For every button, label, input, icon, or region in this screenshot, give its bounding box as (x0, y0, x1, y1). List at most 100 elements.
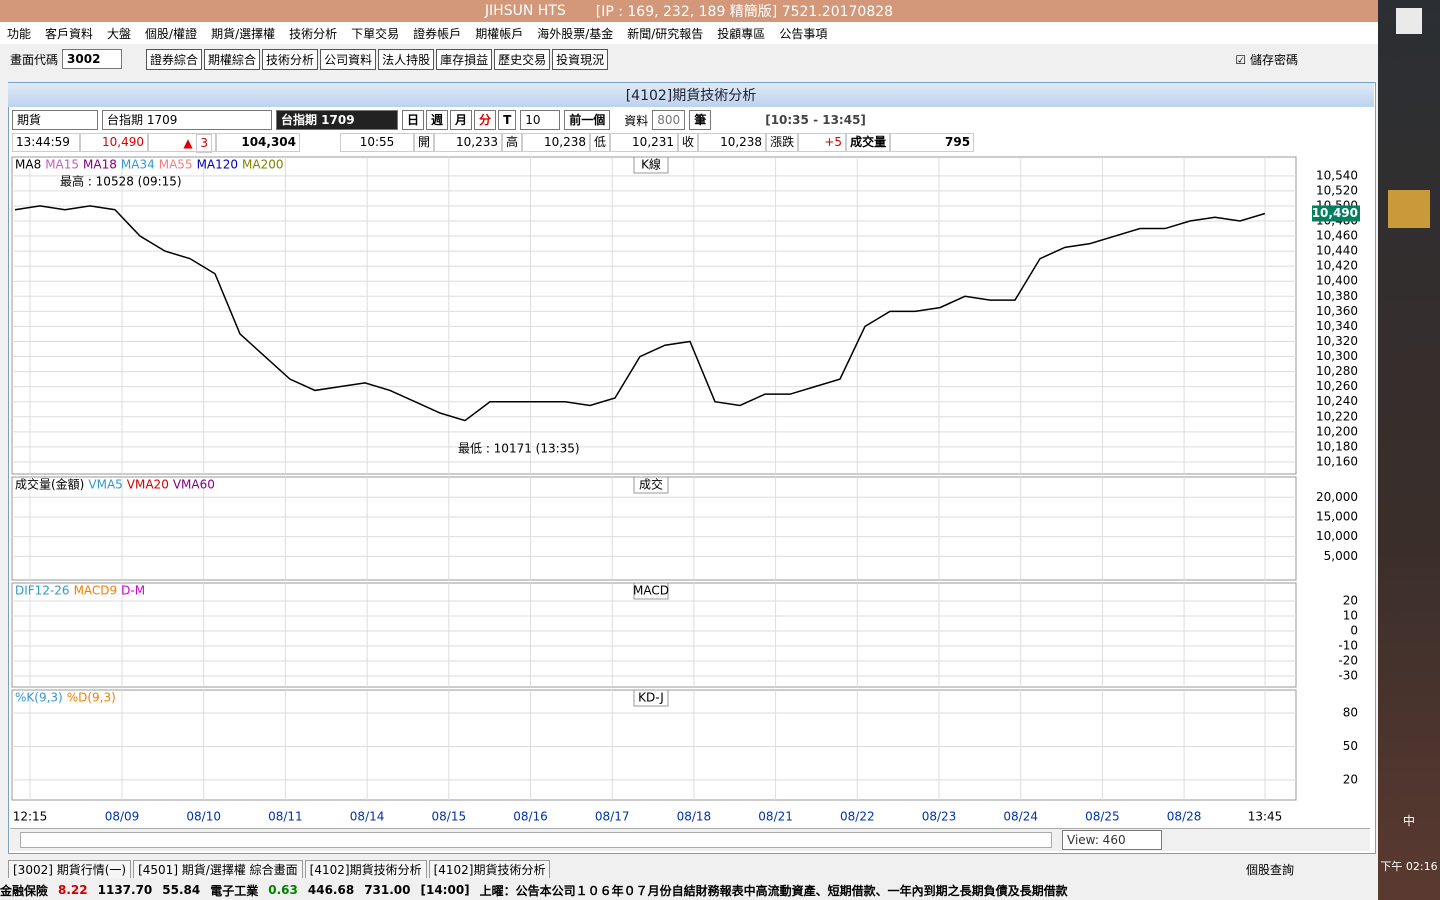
legend-item: MA15 (45, 158, 79, 172)
symbol-box: 台指期 1709 (276, 110, 398, 130)
quote-time: 13:44:59 (12, 132, 80, 152)
app-icon[interactable] (1388, 190, 1430, 228)
status-item: 金融保險 (0, 883, 49, 898)
quote-row: 13:44:59 10,490 ▲ 3 104,304 10:55 開 10,2… (12, 132, 975, 153)
menu-item[interactable]: 客戶資料 (45, 26, 94, 41)
tab[interactable]: [4501] 期貨/選擇權 綜合畫面 (133, 860, 303, 878)
y-tick-label: 10,520 (1316, 183, 1358, 197)
menu-item[interactable]: 海外股票/基金 (537, 26, 614, 41)
legend-item: VMA20 (127, 478, 169, 492)
date-label: 08/09 (105, 810, 140, 824)
high-value: 10,238 (522, 132, 591, 152)
menu-item[interactable]: 投顧專區 (717, 26, 766, 41)
toolbar-button[interactable]: 期權綜合 (204, 48, 261, 70)
search-label: 個股查詢 (1245, 862, 1294, 877)
date-label: 08/25 (1085, 810, 1120, 824)
toolbar-buttons: 證券綜合 期權綜合 技術分析 公司資料 法人持股 庫存損益 歷史交易 投資現況 (146, 48, 609, 70)
chg-value: +5 (798, 132, 847, 152)
save-label: 儲存密碼 (1249, 52, 1298, 67)
data-label: 資料 (624, 113, 649, 128)
prev-button[interactable]: 前一個 (564, 110, 611, 130)
menu-item[interactable]: 期貨/選擇權 (211, 26, 276, 41)
app-ip: [IP : 169, 232, 189 精簡版] 7521.20170828 (595, 4, 894, 20)
date-label: 08/11 (268, 810, 303, 824)
panel-title: [4102]期貨技術分析 (625, 88, 757, 104)
toolbar-button[interactable]: 法人持股 (378, 48, 435, 70)
y-tick-label: 10,340 (1316, 319, 1358, 333)
menu-item[interactable]: 下單交易 (351, 26, 400, 41)
y-tick-label: 10,440 (1316, 244, 1358, 258)
y-tick-label: 10,540 (1316, 168, 1358, 182)
symbol-select[interactable]: 台指期 1709 (102, 110, 272, 130)
panel-title: KD-J (638, 691, 664, 705)
legend-item: %K(9,3) (15, 691, 63, 705)
tab[interactable]: [4102]期貨技術分析 (428, 860, 551, 878)
panel-title: MACD (633, 584, 669, 598)
menu-item[interactable]: 技術分析 (289, 26, 338, 41)
toolbar-button[interactable]: 證券綜合 (146, 48, 203, 70)
menu-item[interactable]: 大盤 (107, 26, 132, 41)
tab[interactable]: [3002] 期貨行情(一) (8, 860, 132, 878)
price-line (14, 205, 1266, 422)
date-label: 08/22 (840, 810, 875, 824)
period-button[interactable]: 分 (474, 110, 497, 130)
period-button[interactable]: 月 (450, 110, 473, 130)
period-button[interactable]: 日 (402, 110, 425, 130)
scroll-track[interactable] (20, 832, 1052, 848)
date-label: 08/18 (677, 810, 712, 824)
menu-item[interactable]: 期權帳戶 (475, 26, 524, 41)
date-label: 08/21 (758, 810, 793, 824)
status-item: 0.63 (268, 883, 298, 897)
period-button[interactable]: T (498, 110, 517, 130)
open-value: 10,233 (434, 132, 503, 152)
panel-title-box (633, 689, 669, 707)
panel-title-box (633, 582, 669, 600)
menu-item[interactable]: 功能 (7, 26, 32, 41)
date-label: 08/28 (1167, 810, 1202, 824)
toolbar-button[interactable]: 公司資料 (320, 48, 377, 70)
time-range: [10:35 - 13:45] (765, 113, 866, 127)
last-price-label: 10,490 (1312, 206, 1358, 220)
y-tick-label: 10 (1343, 609, 1358, 623)
status-item: 731.00 (364, 883, 411, 897)
y-tick-label: -20 (1338, 654, 1358, 668)
period-button[interactable]: 週 (426, 110, 449, 130)
y-tick-label: 10,220 (1316, 409, 1358, 423)
high-note: 最高 : 10528 (09:15) (60, 174, 182, 189)
date-label: 08/23 (922, 810, 957, 824)
chg-label: 漲跌 (766, 132, 799, 152)
y-tick-label: 10,200 (1316, 424, 1358, 438)
date-label: 08/24 (1003, 810, 1038, 824)
date-label: 08/10 (186, 810, 221, 824)
data-count[interactable]: 800 (652, 110, 686, 130)
menu-item[interactable]: 新聞/研究報告 (627, 26, 704, 41)
menu-item[interactable]: 個股/權證 (145, 26, 198, 41)
chart-background (12, 157, 1366, 800)
legend-item: MA34 (121, 158, 155, 172)
view-count: View: 460 (1062, 830, 1162, 850)
y-tick-label: -30 (1338, 669, 1358, 683)
date-label: 12:15 (13, 810, 48, 824)
clock: 下午 02:16 (1380, 860, 1438, 873)
start-icon[interactable] (1396, 8, 1422, 34)
y-tick-label: 10,300 (1316, 349, 1358, 363)
save-password[interactable]: ☑ 儲存密碼 (1235, 52, 1298, 67)
toolbar-button[interactable]: 投資現況 (552, 48, 609, 70)
change-value: 3 (196, 133, 212, 153)
status-item: 上曜：公告本公司１０６年０７月份自結財務報表中高流動資產、短期借款、一年內到期之… (479, 883, 1068, 898)
menu-item[interactable]: 公告事項 (779, 26, 828, 41)
status-item: 8.22 (58, 883, 88, 897)
toolbar-button[interactable]: 技術分析 (262, 48, 319, 70)
status-item: [14:00] (420, 883, 470, 897)
code-input[interactable]: 3002 (62, 49, 123, 69)
toolbar-button[interactable]: 庫存損益 (436, 48, 493, 70)
market-select[interactable]: 期貨 (12, 110, 98, 130)
interval-select[interactable]: 10 (520, 110, 561, 130)
toolbar-button[interactable]: 歷史交易 (494, 48, 551, 70)
tab[interactable]: [4102]期貨技術分析 (304, 860, 427, 878)
menu-item[interactable]: 證券帳戶 (413, 26, 462, 41)
status-item: 電子工業 (210, 883, 259, 898)
tab-list: [3002] 期貨行情(一) [4501] 期貨/選擇權 綜合畫面 [4102]期貨… (8, 860, 551, 878)
